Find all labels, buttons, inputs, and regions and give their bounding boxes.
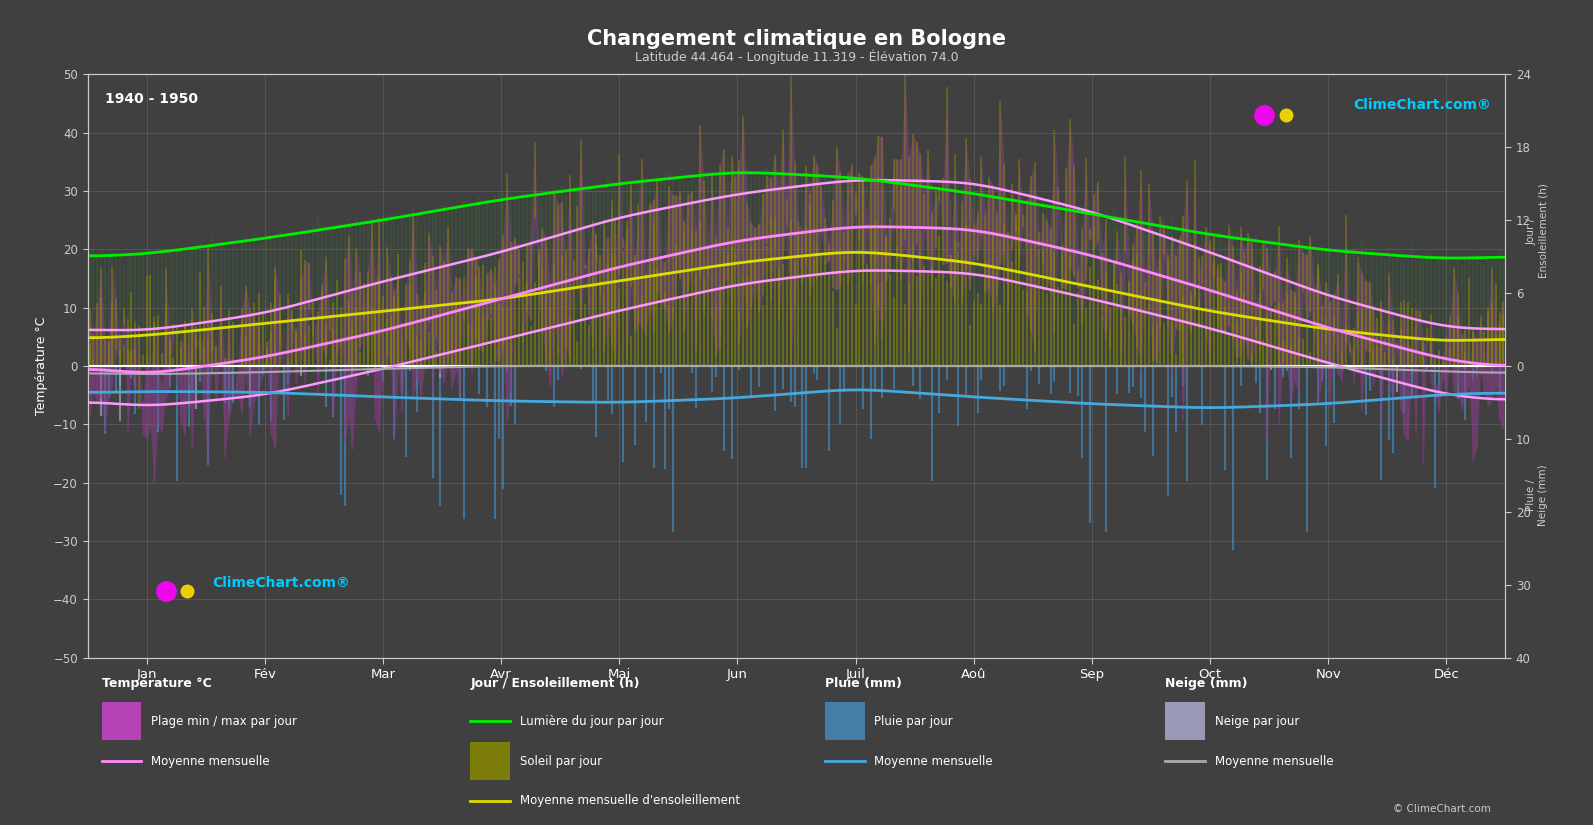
Text: Pluie /
Neige (mm): Pluie / Neige (mm) (1526, 464, 1548, 526)
Bar (1164, 702, 1204, 740)
Text: Pluie par jour: Pluie par jour (875, 714, 953, 728)
Text: Moyenne mensuelle: Moyenne mensuelle (1215, 755, 1333, 767)
Bar (825, 702, 865, 740)
Text: Soleil par jour: Soleil par jour (519, 755, 602, 767)
Y-axis label: Température °C: Température °C (35, 317, 48, 415)
Text: Moyenne mensuelle d'ensoleillement: Moyenne mensuelle d'ensoleillement (519, 794, 741, 808)
Text: Neige par jour: Neige par jour (1215, 714, 1300, 728)
Text: Neige (mm): Neige (mm) (1164, 676, 1247, 690)
Bar (470, 742, 510, 780)
Text: Changement climatique en Bologne: Changement climatique en Bologne (586, 29, 1007, 49)
Text: ClimeChart.com®: ClimeChart.com® (1354, 97, 1491, 111)
Text: Latitude 44.464 - Longitude 11.319 - Élévation 74.0: Latitude 44.464 - Longitude 11.319 - Élé… (634, 50, 959, 64)
Bar (102, 702, 142, 740)
Text: Moyenne mensuelle: Moyenne mensuelle (151, 755, 271, 767)
Text: © ClimeChart.com: © ClimeChart.com (1394, 804, 1491, 813)
Text: Lumière du jour par jour: Lumière du jour par jour (519, 714, 664, 728)
Text: Plage min / max par jour: Plage min / max par jour (151, 714, 298, 728)
Text: Moyenne mensuelle: Moyenne mensuelle (875, 755, 992, 767)
Y-axis label: Jour /
Ensoleillement (h): Jour / Ensoleillement (h) (0, 315, 22, 417)
Text: Jour / Ensoleillement (h): Jour / Ensoleillement (h) (470, 676, 640, 690)
Text: Jour /
Ensoleillement (h): Jour / Ensoleillement (h) (1526, 184, 1548, 279)
Text: Pluie (mm): Pluie (mm) (825, 676, 902, 690)
Text: ClimeChart.com®: ClimeChart.com® (212, 576, 350, 590)
Text: Température °C: Température °C (102, 676, 212, 690)
Text: 1940 - 1950: 1940 - 1950 (105, 92, 198, 106)
